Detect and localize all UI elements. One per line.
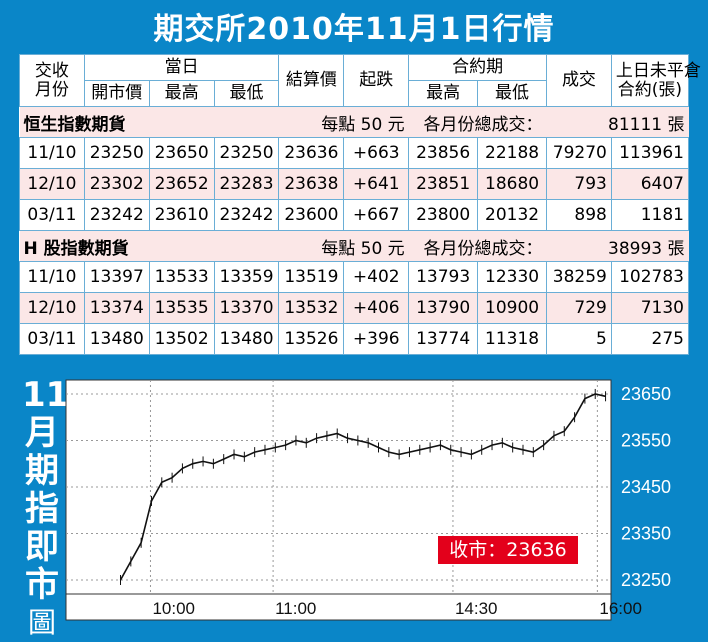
table-cell: 13774	[408, 323, 479, 355]
header-day-group: 當日	[83, 54, 280, 81]
section-row: 恒生指數期貨 每點 50 元各月份總成交： 81111 張	[19, 106, 689, 138]
table-row: 12/10 13374 13535 13370 13532 +406 13790 10900 7…	[19, 292, 690, 324]
quote-table: 交收 月份 當日 結算價 起跌 合約期 成交 上日未平倉 合約(張) 開市價 最高 …	[19, 54, 701, 355]
table-cell: 7130	[610, 292, 690, 324]
table-cell: 13502	[148, 323, 215, 355]
table-cell: 03/11	[19, 323, 85, 355]
section-per-point: 每點 50 元	[214, 106, 409, 138]
close-price-badge: 收市：23636	[438, 536, 578, 564]
y-tick-label: 23250	[621, 570, 671, 590]
x-axis-strip	[65, 593, 612, 621]
table-cell: +406	[343, 292, 410, 324]
table-cell: 11/10	[19, 261, 85, 293]
x-tick-label: 11:00	[275, 599, 316, 618]
table-cell: 13533	[148, 261, 215, 293]
section-name: 恒生指數期貨	[19, 106, 215, 138]
table-cell: 23636	[278, 137, 345, 169]
table-cell: +641	[343, 168, 410, 200]
table-cell: 13532	[278, 292, 345, 324]
table-cell: 13480	[213, 323, 280, 355]
chart-title-line: 即	[25, 527, 59, 567]
y-tick-label: 23650	[621, 384, 671, 404]
header-volume: 成交	[546, 54, 612, 107]
table-cell: 113961	[610, 137, 690, 169]
section-total-label: 各月份總成交：	[408, 230, 547, 262]
table-cell: 729	[546, 292, 612, 324]
table-cell: 13519	[278, 261, 345, 293]
header-oi-line: 上日未平倉	[615, 60, 701, 81]
table-row: 11/10 23250 23650 23250 23636 +663 23856 22188 7…	[19, 137, 690, 169]
table-cell: 38259	[546, 261, 612, 293]
x-tick-label: 10:00	[152, 599, 195, 618]
table-cell: 275	[610, 323, 690, 355]
table-cell: 6407	[610, 168, 690, 200]
table-cell: 23638	[278, 168, 345, 200]
section-total: 38993 張	[546, 230, 689, 262]
section-total: 81111 張	[546, 106, 689, 138]
table-cell: 12/10	[19, 292, 85, 324]
table-row: 03/11 13480 13502 13480 13526 +396 13774 11318 5…	[19, 323, 690, 355]
table-cell: 13790	[408, 292, 479, 324]
table-row: 03/11 23242 23610 23242 23600 +667 23800 20132 8…	[19, 199, 690, 231]
table-cell: 03/11	[19, 199, 85, 231]
table-cell: +663	[343, 137, 410, 169]
y-tick-label: 23450	[621, 477, 671, 497]
table-cell: 13397	[83, 261, 150, 293]
table-cell: 23856	[408, 137, 479, 169]
table-cell: 12/10	[19, 168, 85, 200]
table-cell: 10900	[477, 292, 548, 324]
header-oi-line: 合約(張)	[617, 79, 683, 100]
table-cell: 13370	[213, 292, 280, 324]
table-cell: 23652	[148, 168, 215, 200]
price-line	[119, 393, 606, 581]
header-month-line: 月份	[34, 79, 69, 100]
quote-table-box: 交收 月份 當日 結算價 起跌 合約期 成交 上日未平倉 合約(張) 開市價 最高 …	[19, 54, 701, 355]
table-cell: 13526	[278, 323, 345, 355]
table-cell: 23283	[213, 168, 280, 200]
table-row: 11/10 13397 13533 13359 13519 +402 13793 12330 3…	[19, 261, 690, 293]
table-cell: 11/10	[19, 137, 85, 169]
x-tick-label: 14:30	[455, 599, 498, 618]
table-cell: +402	[343, 261, 410, 293]
table-cell: 23650	[148, 137, 215, 169]
table-cell: 13480	[83, 323, 150, 355]
table-cell: 13359	[213, 261, 280, 293]
header-high: 最高	[148, 80, 215, 107]
table-cell: 23242	[213, 199, 280, 231]
header-open: 開市價	[83, 80, 150, 107]
header-contract-low: 最低	[477, 80, 548, 107]
section-per-point: 每點 50 元	[214, 230, 409, 262]
table-cell: 18680	[477, 168, 548, 200]
header-month-line: 交收	[34, 60, 69, 81]
chart-title-line: 11	[22, 375, 70, 415]
table-cell: 102783	[610, 261, 690, 293]
table-cell: 23600	[278, 199, 345, 231]
table-cell: 23242	[83, 199, 150, 231]
chart-title-line: 期	[25, 451, 59, 491]
section-row: H 股指數期貨 每點 50 元各月份總成交： 38993 張	[19, 230, 689, 262]
page-title: 期交所2010年11月1日行情	[153, 12, 555, 47]
chart-title-line: 指	[25, 489, 59, 529]
table-cell: 22188	[477, 137, 548, 169]
section-total-label: 各月份總成交：	[408, 106, 547, 138]
table-cell: +396	[343, 323, 410, 355]
table-cell: 12330	[477, 261, 548, 293]
table-cell: 11318	[477, 323, 548, 355]
section-name: H 股指數期貨	[19, 230, 215, 262]
chart-title-line: 月	[25, 413, 59, 453]
y-tick-label: 23550	[621, 430, 671, 450]
header-oi: 上日未平倉 合約(張)	[610, 54, 701, 107]
table-cell: 13535	[148, 292, 215, 324]
y-tick-label: 23350	[621, 524, 671, 544]
table-row: 12/10 23302 23652 23283 23638 +641 23851 18680 7…	[19, 168, 690, 200]
x-tick-label: 16:00	[599, 599, 642, 618]
table-cell: 23250	[213, 137, 280, 169]
header-settle: 結算價	[278, 54, 345, 107]
header-month: 交收 月份	[19, 54, 85, 107]
table-cell: 23800	[408, 199, 479, 231]
table-cell: 23250	[83, 137, 150, 169]
chart-title-line: 市	[25, 565, 59, 605]
